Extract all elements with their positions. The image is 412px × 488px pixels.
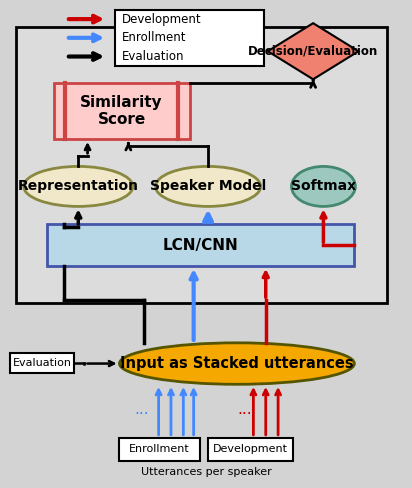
Text: Evaluation: Evaluation: [13, 358, 72, 368]
Bar: [119, 438, 200, 461]
Bar: [10, 353, 74, 373]
Text: Enrollment: Enrollment: [122, 31, 186, 44]
Bar: [115, 10, 264, 66]
Text: Enrollment: Enrollment: [129, 445, 190, 454]
Ellipse shape: [119, 343, 354, 385]
Text: Evaluation: Evaluation: [122, 50, 184, 63]
Text: Decision/Evaluation: Decision/Evaluation: [248, 45, 378, 58]
Bar: [54, 83, 190, 139]
Bar: [47, 224, 354, 266]
Ellipse shape: [23, 166, 133, 206]
Text: ...: ...: [135, 403, 150, 417]
Polygon shape: [268, 23, 358, 79]
Bar: [16, 27, 387, 303]
Text: Speaker Model: Speaker Model: [150, 180, 266, 193]
Text: ...: ...: [238, 403, 253, 417]
Ellipse shape: [155, 166, 261, 206]
Text: Representation: Representation: [18, 180, 139, 193]
Bar: [208, 438, 293, 461]
Text: LCN/CNN: LCN/CNN: [163, 238, 239, 253]
Text: Similarity
Score: Similarity Score: [80, 95, 163, 127]
Ellipse shape: [291, 166, 355, 206]
Text: Development: Development: [122, 13, 201, 25]
Text: Development: Development: [213, 445, 288, 454]
Text: Utterances per speaker: Utterances per speaker: [140, 468, 272, 477]
Text: Softmax: Softmax: [291, 180, 356, 193]
Text: Input as Stacked utterances: Input as Stacked utterances: [120, 356, 354, 371]
